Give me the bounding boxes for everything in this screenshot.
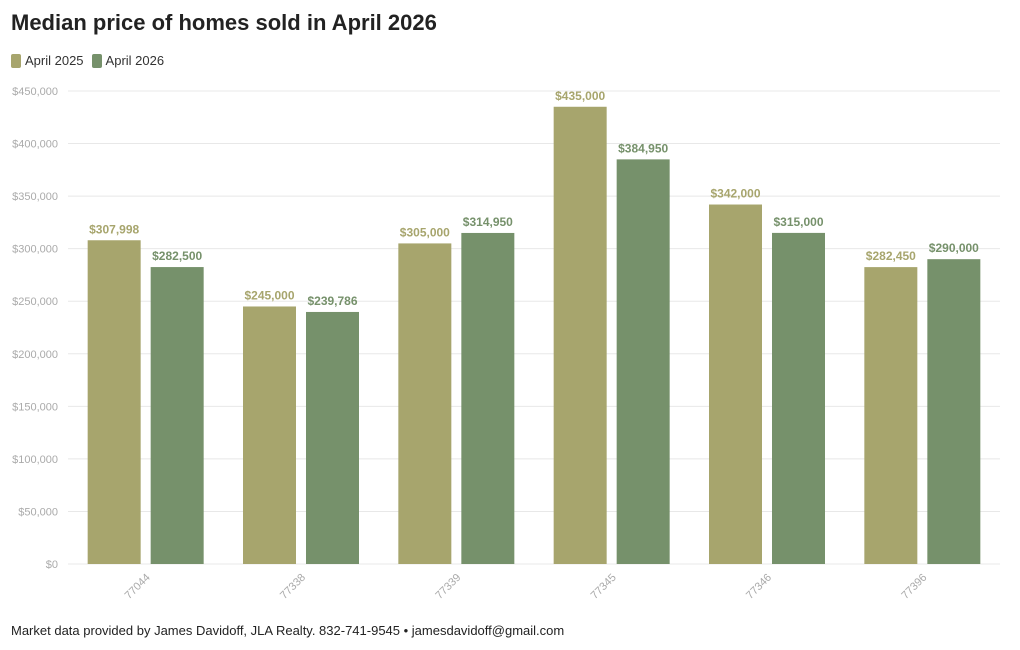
data-label: $315,000 [773, 215, 823, 229]
bar [243, 306, 296, 564]
bar [87, 240, 141, 564]
y-tick-label: $450,000 [12, 86, 58, 98]
y-tick-label: $250,000 [12, 296, 58, 308]
y-tick-label: $150,000 [12, 401, 58, 413]
bar [398, 243, 452, 564]
legend-label-april-2026: April 2026 [105, 53, 165, 68]
y-tick-label: $200,000 [12, 349, 58, 361]
chart-title: Median price of homes sold in April 2026 [11, 10, 437, 35]
data-label: $282,500 [152, 249, 202, 263]
x-tick-label: 77346 [744, 572, 774, 602]
y-tick-label: $0 [46, 559, 58, 571]
data-label: $307,998 [89, 222, 139, 236]
legend-item-april-2026[interactable]: April 2026 [91, 53, 165, 68]
bar [461, 232, 515, 564]
x-tick-label: 77338 [278, 572, 308, 602]
bar [772, 232, 825, 564]
data-label: $239,786 [307, 294, 357, 308]
bar [864, 267, 918, 564]
bar [553, 106, 607, 565]
y-tick-label: $50,000 [18, 506, 58, 518]
x-tick-label: 77345 [589, 572, 619, 602]
bar [150, 267, 204, 564]
y-tick-label: $400,000 [12, 139, 58, 151]
data-label: $435,000 [555, 89, 605, 103]
data-label: $384,950 [618, 141, 668, 155]
x-tick-label: 77396 [899, 572, 929, 602]
data-label: $342,000 [710, 187, 760, 201]
y-tick-label: $100,000 [12, 454, 58, 466]
data-label: $314,950 [463, 215, 513, 229]
y-tick-label: $350,000 [12, 191, 58, 203]
data-label: $290,000 [929, 241, 979, 255]
data-label: $305,000 [400, 225, 450, 239]
data-label: $245,000 [244, 288, 294, 302]
bar [927, 259, 981, 564]
footer-credit: Market data provided by James Davidoff, … [11, 623, 565, 638]
y-tick-label: $300,000 [12, 244, 58, 256]
legend-swatch-april-2026 [91, 53, 102, 68]
bar [616, 159, 670, 565]
bar [306, 311, 359, 564]
legend-item-april-2025[interactable]: April 2025 [11, 53, 84, 68]
data-label: $282,450 [866, 249, 916, 263]
chart-legend: April 2025 April 2026 [11, 53, 172, 68]
legend-swatch-april-2025 [11, 53, 21, 68]
bar [709, 204, 762, 564]
x-tick-label: 77339 [433, 572, 463, 602]
legend-label-april-2025: April 2025 [25, 53, 84, 68]
x-tick-label: 77044 [123, 572, 153, 602]
